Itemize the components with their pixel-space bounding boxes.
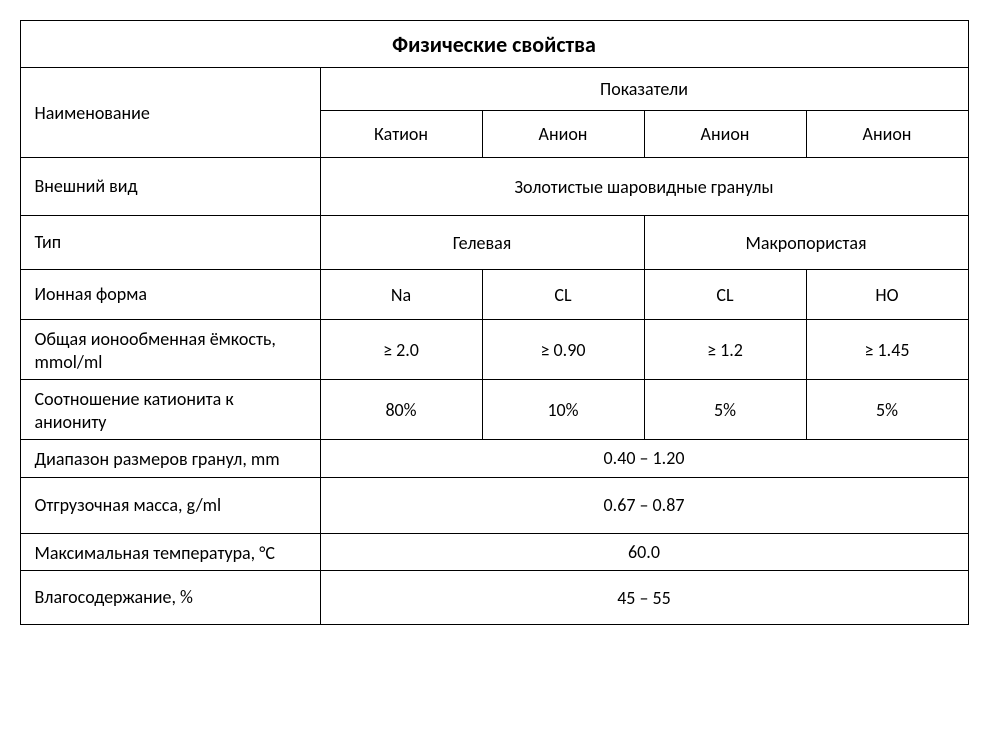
value-ratio-0: 80% [320,380,482,440]
value-type-1: Гелевая [320,216,644,270]
row-ship-mass: Отгрузочная масса, g/ml 0.67 – 0.87 [20,477,968,533]
table-title: Физические свойства [20,21,968,68]
value-ratio-2: 5% [644,380,806,440]
label-ionic-form: Ионная форма [20,270,320,320]
row-appearance: Внешний вид Золотистые шаровидные гранул… [20,158,968,216]
value-capacity-2: ≥ 1.2 [644,320,806,380]
value-ionic-form-3: HO [806,270,968,320]
value-capacity-0: ≥ 2.0 [320,320,482,380]
value-ionic-form-2: CL [644,270,806,320]
row-ratio: Соотношение катионита к аниониту 80% 10%… [20,380,968,440]
row-granule-range: Диапазон размеров гранул, mm 0.40 – 1.20 [20,440,968,478]
row-max-temp: Максимальная температура, °C 60.0 [20,533,968,571]
header-col-1: Анион [482,111,644,158]
table-title-row: Физические свойства [20,21,968,68]
row-capacity: Общая ионообменная ёмкость, mmol/ml ≥ 2.… [20,320,968,380]
value-ratio-1: 10% [482,380,644,440]
row-ionic-form: Ионная форма Na CL CL HO [20,270,968,320]
value-capacity-3: ≥ 1.45 [806,320,968,380]
header-col-0: Катион [320,111,482,158]
table-header-row-1: Наименование Показатели [20,68,968,111]
label-ratio: Соотношение катионита к аниониту [20,380,320,440]
value-ionic-form-0: Na [320,270,482,320]
label-type: Тип [20,216,320,270]
value-type-2: Макропористая [644,216,968,270]
label-max-temp: Максимальная температура, °C [20,533,320,571]
header-name: Наименование [20,68,320,158]
row-moisture: Влагосодержание, % 45 – 55 [20,571,968,625]
value-ionic-form-1: CL [482,270,644,320]
value-ship-mass: 0.67 – 0.87 [320,477,968,533]
value-granule-range: 0.40 – 1.20 [320,440,968,478]
value-ratio-3: 5% [806,380,968,440]
header-col-3: Анион [806,111,968,158]
label-moisture: Влагосодержание, % [20,571,320,625]
value-moisture: 45 – 55 [320,571,968,625]
row-type: Тип Гелевая Макропористая [20,216,968,270]
physical-properties-table: Физические свойства Наименование Показат… [20,20,969,625]
value-capacity-1: ≥ 0.90 [482,320,644,380]
label-ship-mass: Отгрузочная масса, g/ml [20,477,320,533]
value-appearance: Золотистые шаровидные гранулы [320,158,968,216]
label-granule-range: Диапазон размеров гранул, mm [20,440,320,478]
header-indicators: Показатели [320,68,968,111]
label-appearance: Внешний вид [20,158,320,216]
value-max-temp: 60.0 [320,533,968,571]
label-capacity: Общая ионообменная ёмкость, mmol/ml [20,320,320,380]
header-col-2: Анион [644,111,806,158]
